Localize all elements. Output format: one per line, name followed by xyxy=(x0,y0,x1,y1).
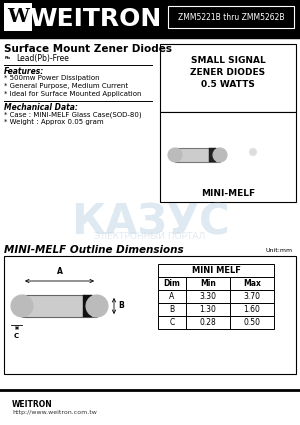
Text: Min: Min xyxy=(200,279,216,288)
Bar xyxy=(230,303,274,316)
Bar xyxy=(158,303,186,316)
Bar xyxy=(158,277,186,290)
Bar xyxy=(158,316,186,329)
Text: 1.60: 1.60 xyxy=(244,305,260,314)
Bar xyxy=(83,295,92,317)
Text: WEITRON: WEITRON xyxy=(29,7,161,31)
Text: Pb: Pb xyxy=(5,56,11,60)
Text: SMALL SIGNAL: SMALL SIGNAL xyxy=(190,56,266,65)
Bar xyxy=(158,290,186,303)
Text: A: A xyxy=(169,292,175,301)
Text: http://www.weitron.com.tw: http://www.weitron.com.tw xyxy=(12,410,97,415)
Bar xyxy=(160,112,296,202)
Text: Features:: Features: xyxy=(4,67,44,76)
Text: 0.50: 0.50 xyxy=(244,318,260,327)
Circle shape xyxy=(168,148,182,162)
Text: 1.30: 1.30 xyxy=(200,305,216,314)
Text: 0.28: 0.28 xyxy=(200,318,216,327)
Text: A: A xyxy=(57,267,62,276)
Circle shape xyxy=(11,295,33,317)
Bar xyxy=(186,290,230,303)
Text: Surface Mount Zener Diodes: Surface Mount Zener Diodes xyxy=(4,44,172,54)
Text: КАЗУС: КАЗУС xyxy=(71,201,229,243)
Bar xyxy=(230,277,274,290)
Text: * Weight : Approx 0.05 gram: * Weight : Approx 0.05 gram xyxy=(4,119,104,125)
Bar xyxy=(186,316,230,329)
Bar xyxy=(160,44,296,112)
Circle shape xyxy=(249,148,256,156)
Bar xyxy=(4,256,296,374)
Bar xyxy=(168,6,294,28)
Text: Max: Max xyxy=(243,279,261,288)
Circle shape xyxy=(86,295,108,317)
Text: * Case : MINI-MELF Glass Case(SOD-80): * Case : MINI-MELF Glass Case(SOD-80) xyxy=(4,111,142,117)
Bar xyxy=(158,264,274,277)
Bar xyxy=(209,148,216,162)
Text: * 500mw Power Dissipation: * 500mw Power Dissipation xyxy=(4,75,100,81)
Text: Dim: Dim xyxy=(164,279,180,288)
Text: Unit:mm: Unit:mm xyxy=(266,248,293,253)
Text: B: B xyxy=(169,305,175,314)
Text: W: W xyxy=(7,8,29,26)
Bar xyxy=(4,3,32,31)
Text: ZENER DIODES: ZENER DIODES xyxy=(190,68,266,76)
Bar xyxy=(22,295,97,317)
Text: Mechanical Data:: Mechanical Data: xyxy=(4,103,78,112)
Text: 0.5 WATTS: 0.5 WATTS xyxy=(201,79,255,88)
Text: WEITRON: WEITRON xyxy=(12,400,53,409)
Bar xyxy=(0,0,300,38)
Text: Lead(Pb)-Free: Lead(Pb)-Free xyxy=(16,54,69,62)
Text: B: B xyxy=(118,301,124,311)
Text: C: C xyxy=(169,318,175,327)
Bar xyxy=(186,303,230,316)
Text: MINI MELF: MINI MELF xyxy=(192,266,240,275)
Text: ZMM5221B thru ZMM5262B: ZMM5221B thru ZMM5262B xyxy=(178,12,284,22)
Text: * General Purpose, Medium Current: * General Purpose, Medium Current xyxy=(4,83,128,89)
Text: MINI-MELF Outline Dimensions: MINI-MELF Outline Dimensions xyxy=(4,245,184,255)
Text: 3.30: 3.30 xyxy=(200,292,217,301)
Text: MINI-MELF: MINI-MELF xyxy=(201,189,255,198)
Circle shape xyxy=(213,148,227,162)
Text: C: C xyxy=(14,333,19,339)
Bar xyxy=(230,316,274,329)
Bar xyxy=(175,148,220,162)
Text: 3.70: 3.70 xyxy=(244,292,260,301)
Circle shape xyxy=(3,53,13,63)
Bar xyxy=(186,277,230,290)
Text: * Ideal for Surface Mounted Application: * Ideal for Surface Mounted Application xyxy=(4,91,142,97)
Text: ЭЛЕКТРОННЫЙ ПОРТАЛ: ЭЛЕКТРОННЫЙ ПОРТАЛ xyxy=(94,232,206,241)
Bar xyxy=(230,290,274,303)
